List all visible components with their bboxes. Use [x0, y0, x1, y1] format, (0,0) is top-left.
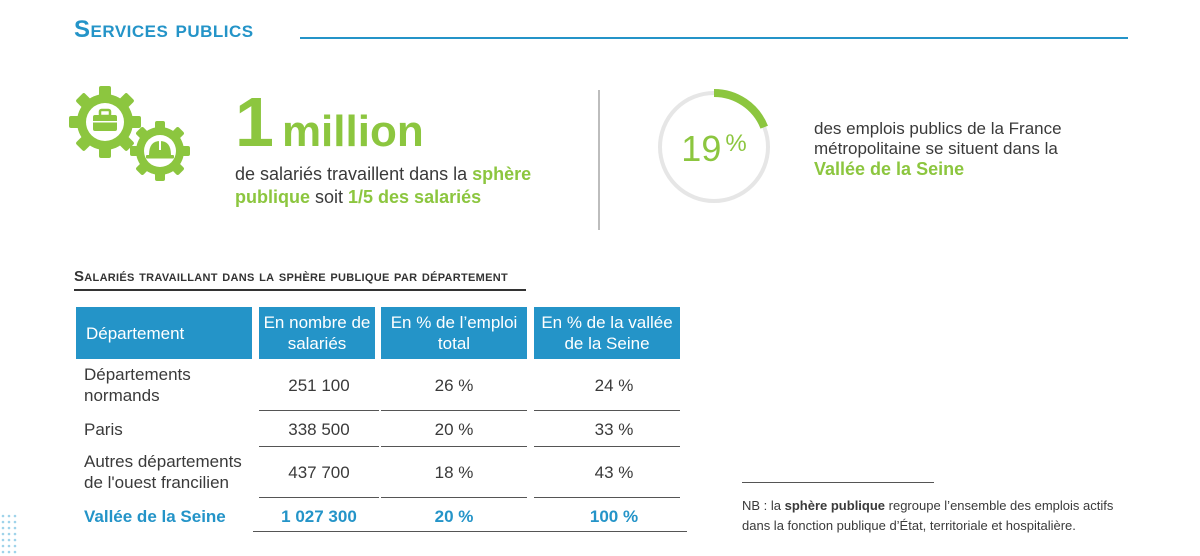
percent-desc-text: des emplois publics de la France métropo… [814, 119, 1062, 158]
table-cell: 338 500 [288, 419, 350, 439]
row-divider [381, 497, 527, 498]
note-rule [742, 482, 934, 483]
header-departement: Département [76, 307, 252, 359]
table-cell: 20 % [434, 419, 474, 439]
percent-ring-arc [656, 89, 772, 205]
stat-description: de salariés travaillent dans la sphère p… [235, 163, 565, 209]
table-row-label: Autres départements de l'ouest francilie… [84, 452, 242, 492]
percent-sign: % [725, 130, 747, 157]
table-cell: 251 100 [288, 375, 350, 395]
big-number-unit: million [281, 107, 424, 156]
stat-desc-highlight: sphère publique [235, 164, 532, 207]
table-row-label: Départements normands [84, 365, 191, 405]
row-divider [259, 410, 379, 411]
big-number-value: 1 [235, 83, 274, 161]
table-total-cell: 100 % [589, 506, 639, 526]
row-divider [534, 410, 680, 411]
table-total-label: Vallée de la Seine [84, 506, 226, 526]
section-title: Services publics [74, 16, 254, 43]
table-row-label: Paris [84, 419, 123, 439]
footnote-highlight: sphère publique [784, 498, 886, 513]
stat-desc-text: de salariés travaillent dans la [235, 164, 473, 184]
row-divider [534, 446, 680, 447]
table-title-rule [74, 289, 526, 291]
percent-description: des emplois publics de la France métropo… [814, 119, 1074, 180]
stat-desc-highlight: 1/5 des salariés [348, 187, 482, 207]
table-cell: 33 % [594, 419, 634, 439]
gear-briefcase-icon [69, 86, 141, 158]
table-cell: 26 % [434, 375, 474, 395]
row-divider [381, 410, 527, 411]
row-divider [259, 446, 379, 447]
table-cell: 437 700 [288, 462, 350, 482]
gear-helmet-icon [130, 121, 190, 181]
table-cell: 43 % [594, 462, 634, 482]
table-cell: 24 % [594, 375, 634, 395]
table-title: Salariés travaillant dans la sphère publ… [74, 268, 509, 285]
row-divider [259, 497, 379, 498]
percent-number: 19 [681, 128, 722, 169]
row-divider [381, 446, 527, 447]
footnote-text: regroupe l’ensemble des emplois actifs d… [742, 498, 1114, 533]
stat-desc-text: soit [310, 187, 349, 207]
header-pct-emploi-total: En % de l’emploi total [381, 307, 527, 359]
percent-value: 19% [654, 128, 774, 170]
footnote-text: NB : la [742, 498, 785, 513]
table-total-cell: 20 % [434, 506, 474, 526]
header-nombre-salaries: En nombre de salariés [259, 307, 375, 359]
gears-icon [69, 86, 190, 181]
decorative-dots [1, 514, 17, 554]
big-number: 1 million [235, 82, 424, 162]
table-cell: 18 % [434, 462, 474, 482]
header-pct-vallee: En % de la vallée de la Seine [534, 307, 680, 359]
total-row-divider [253, 531, 687, 532]
footnote: NB : la sphère publique regroupe l’ensem… [742, 496, 1142, 536]
title-rule [300, 37, 1128, 39]
percent-desc-highlight: Vallée de la Seine [814, 159, 965, 179]
vertical-divider [598, 90, 600, 230]
row-divider [534, 497, 680, 498]
table-total-cell: 1 027 300 [281, 506, 357, 526]
percent-ring [656, 89, 772, 205]
